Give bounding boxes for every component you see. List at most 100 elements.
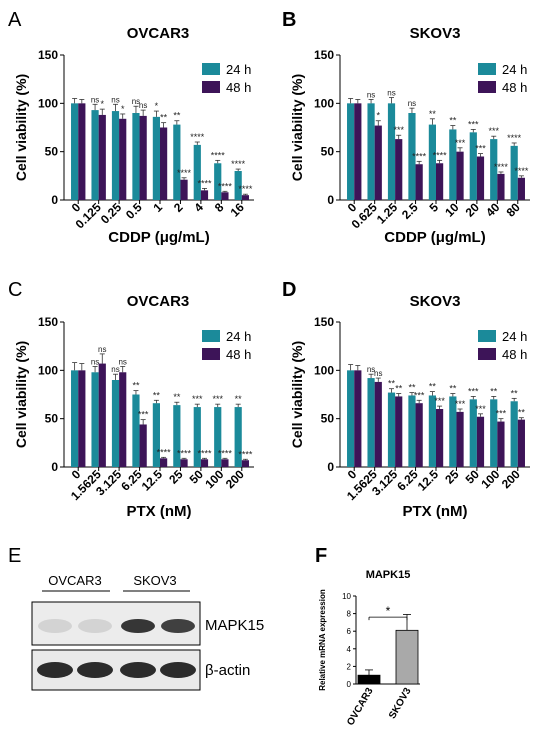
bar-b-48h-1 [374,125,382,200]
y-tick-label-c-100: 100 [38,363,58,377]
sig-label-a-48h-4: ** [160,113,168,123]
bar-b-48h-8 [517,177,525,200]
x-tick-label-c-4: 12.5 [139,467,166,494]
bar-c-24h-2 [111,380,120,467]
sig-label-b-48h-7: **** [494,162,509,172]
bar-d-48h-4 [436,409,444,467]
y-tick-label-d-0: 0 [327,460,334,474]
band-mapk15-lane-1 [38,619,72,633]
x-axis-label-a: CDDP (μg/mL) [108,229,209,246]
x-tick-label-a-6: 4 [191,200,206,215]
y-tick-label-f-2: 2 [347,662,352,671]
x-tick-label-c-5: 25 [166,467,186,487]
legend-label-d-0: 24 h [502,329,527,344]
bar-b-24h-3 [408,113,416,200]
sig-label-b-48h-2: *** [393,125,404,135]
x-tick-label-a-8: 16 [228,200,248,220]
blot-target-mapk15: MAPK15 [205,617,264,634]
sig-label-c-48h-4: **** [157,447,172,457]
sig-label-c-24h-6: *** [192,394,203,404]
y-axis-label-d: Cell viability (%) [289,341,305,448]
sig-label-a-48h-5: **** [177,168,192,178]
sig-label-c-48h-1: ns [98,345,106,354]
sig-label-c-48h-6: **** [197,448,212,458]
sig-label-d-48h-8: ** [518,408,526,418]
sig-label-b-24h-1: ns [367,90,375,99]
x-tick-label-b-2: 1.25 [374,200,401,227]
x-axis-label-d: PTX (nM) [403,503,468,520]
sig-label-a-48h-6: **** [197,178,212,188]
bar-c-48h-5 [180,459,188,467]
sig-label-b-24h-2: ns [387,89,395,98]
sig-label-f: * [386,604,391,618]
bar-b-24h-1 [367,103,375,200]
sig-label-b-24h-3: ns [408,99,416,108]
sig-label-a-48h-7: **** [218,181,233,191]
y-tick-label-d-100: 100 [314,363,334,377]
sig-label-d-24h-3: ** [408,383,416,393]
y-tick-label-c-150: 150 [38,315,58,329]
sig-label-b-48h-1: * [377,111,381,121]
sig-label-a-24h-4: * [155,101,159,111]
legend-label-c-1: 48 h [226,347,251,362]
band-actin-lane-3 [120,662,156,678]
bar-a-24h-3 [132,113,140,200]
y-tick-label-b-150: 150 [314,48,334,62]
bar-c-48h-7 [221,459,229,467]
bar-d-48h-7 [497,421,505,467]
x-tick-label-f-1: SKOV3 [387,686,414,721]
bar-b-48h-6 [476,156,485,200]
panel-label-f: F [315,545,327,567]
x-tick-label-f-0: OVCAR3 [345,686,376,728]
band-actin-lane-4 [160,662,196,678]
bar-a-24h-8 [234,171,242,200]
bar-a-24h-1 [91,110,99,200]
bar-a-48h-5 [180,179,188,200]
bar-b-24h-0 [347,103,355,200]
sig-label-d-24h-2: ** [388,379,396,389]
x-tick-label-c-7: 100 [202,467,226,491]
bar-d-24h-6 [469,399,477,467]
sig-label-d-48h-2: ** [395,384,403,394]
bar-d-48h-6 [476,416,485,467]
bar-b-24h-2 [387,103,396,200]
bar-c-48h-6 [200,459,209,467]
bar-a-24h-6 [193,144,201,200]
sig-label-b-24h-4: ** [429,109,437,119]
sig-label-a-24h-6: **** [190,132,205,142]
sig-label-a-24h-3: ns [132,97,140,106]
bar-c-24h-6 [193,407,201,467]
sig-label-c-48h-3: *** [138,410,149,420]
bar-b-24h-4 [428,124,436,200]
x-tick-label-b-3: 2.5 [399,200,421,222]
bar-d-48h-5 [456,411,464,467]
sig-label-d-24h-7: ** [490,386,498,396]
bar-f-1 [395,629,419,685]
legend-label-c-0: 24 h [226,329,251,344]
sig-label-b-24h-5: ** [449,116,457,126]
y-tick-label-f-0: 0 [347,680,352,689]
sig-label-d-24h-5: ** [449,384,457,394]
bar-a-48h-4 [160,127,168,200]
x-tick-label-a-2: 0.25 [98,200,125,227]
y-tick-label-b-50: 50 [321,145,335,159]
y-axis-label-f: Relative mRNA expression [318,589,327,691]
bar-b-48h-7 [497,173,505,200]
bar-b-48h-3 [415,164,423,200]
y-tick-label-f-8: 8 [347,610,352,619]
bar-c-24h-4 [152,403,160,467]
sig-label-d-48h-3: *** [414,390,425,400]
x-axis-label-b: CDDP (μg/mL) [384,229,485,246]
sig-label-c-24h-1: ns [91,357,99,366]
western-blot: OVCAR3 SKOV3 MAPK15 β-actin [31,573,264,691]
bar-d-48h-1 [374,381,382,467]
sig-label-a-48h-2: * [121,104,125,114]
x-tick-label-d-4: 12.5 [415,467,442,494]
legend-swatch-a-0 [202,63,220,75]
x-tick-label-b-4: 5 [426,200,441,215]
bar-f-0 [357,674,381,685]
sig-label-a-24h-8: **** [231,159,246,169]
sig-label-d-24h-4: ** [429,382,437,392]
x-tick-label-b-5: 10 [442,200,462,220]
